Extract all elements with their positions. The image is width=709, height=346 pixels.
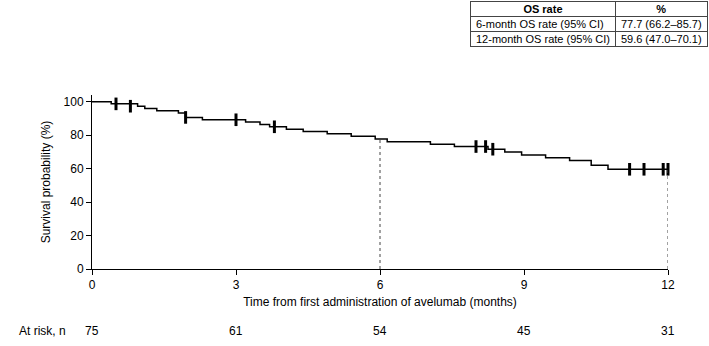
svg-text:9: 9 (521, 278, 528, 292)
svg-text:20: 20 (70, 229, 84, 243)
html-text:59.6 (47.0–70.1): 59.6 (47.0–70.1) (620, 33, 702, 45)
svg-text:45: 45 (517, 324, 531, 338)
svg-text:54: 54 (373, 324, 387, 338)
svg-text:40: 40 (70, 195, 84, 209)
html-text:12-month OS rate (95% CI): 12-month OS rate (95% CI) (476, 33, 610, 45)
svg-text:Survival probability (%): Survival probability (%) (39, 121, 53, 244)
svg-text:80: 80 (70, 128, 84, 142)
html-text:6-month OS rate (95% CI): 6-month OS rate (95% CI) (476, 18, 604, 30)
svg-text:61: 61 (229, 324, 243, 338)
svg-text:0: 0 (77, 262, 84, 276)
svg-text:At risk, n: At risk, n (19, 324, 66, 338)
svg-text:60: 60 (70, 162, 84, 176)
html-text:77.7 (66.2–85.7): 77.7 (66.2–85.7) (620, 18, 702, 30)
svg-text:12: 12 (661, 278, 675, 292)
svg-text:Time from first administration: Time from first administration of avelum… (243, 295, 517, 309)
svg-text:3: 3 (233, 278, 240, 292)
svg-text:6: 6 (377, 278, 384, 292)
svg-text:75: 75 (85, 324, 99, 338)
html-text:OS rate: OS rate (523, 3, 563, 15)
svg-text:31: 31 (661, 324, 675, 338)
svg-text:0: 0 (89, 278, 96, 292)
svg-text:100: 100 (64, 95, 84, 109)
